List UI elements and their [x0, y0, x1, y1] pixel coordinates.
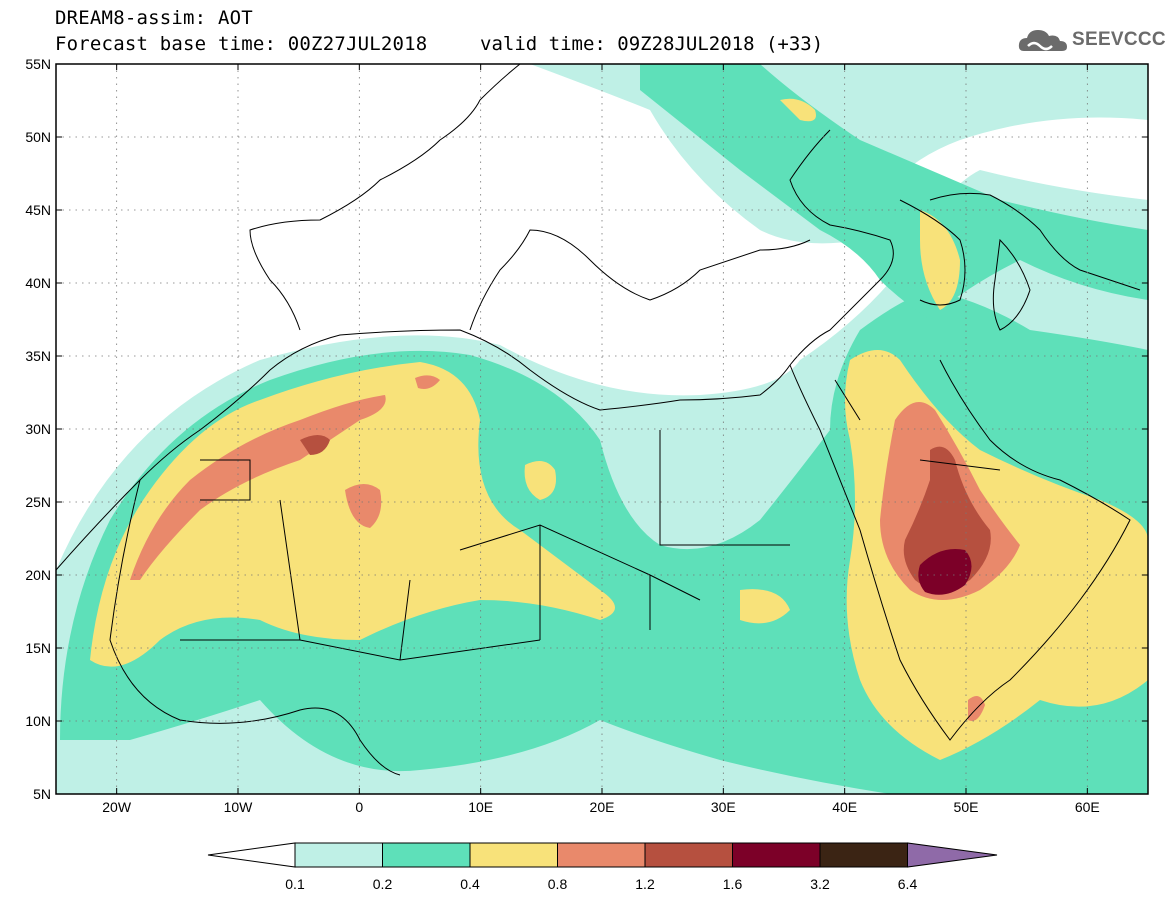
lat-label: 25N — [25, 494, 51, 510]
coastlines — [56, 64, 1141, 776]
colorbar-label: 3.2 — [810, 876, 830, 892]
lat-label: 30N — [25, 421, 51, 437]
lon-label: 20W — [102, 799, 132, 815]
colorbar-swatch — [557, 842, 646, 868]
aot-field — [56, 64, 1148, 794]
lon-label: 0 — [355, 799, 363, 815]
colorbar-min-arrow — [207, 842, 296, 868]
lat-label: 20N — [25, 567, 51, 583]
valid-time: valid time: 09Z28JUL2018 (+33) — [480, 33, 824, 55]
longitude-labels: 20W 10W 0 10E 20E 30E 40E 50E 60E — [102, 799, 1100, 815]
map-title: DREAM8-assim: AOT — [55, 7, 253, 29]
colorbar-swatch — [819, 842, 908, 868]
lat-label: 40N — [25, 275, 51, 291]
lat-label: 5N — [33, 786, 51, 802]
lat-label: 15N — [25, 640, 51, 656]
colorbar-max-arrow — [907, 842, 998, 868]
lon-label: 10E — [468, 799, 493, 815]
colorbar — [207, 842, 998, 868]
colorbar-label: 1.6 — [723, 876, 743, 892]
lat-label: 35N — [25, 348, 51, 364]
aot-level-6 — [918, 549, 972, 595]
lat-label: 50N — [25, 129, 51, 145]
colorbar-label: 0.2 — [373, 876, 393, 892]
colorbar-label: 0.8 — [548, 876, 568, 892]
lon-label: 40E — [832, 799, 857, 815]
logo-text: SEEVCCC — [1072, 29, 1165, 50]
lon-label: 60E — [1075, 799, 1100, 815]
colorbar-swatch — [382, 842, 471, 868]
colorbar-label: 6.4 — [898, 876, 918, 892]
colorbar-swatch — [469, 842, 558, 868]
aot-level-5 — [300, 435, 991, 590]
lon-label: 10W — [224, 799, 254, 815]
colorbar-swatch — [732, 842, 821, 868]
map-frame — [55, 63, 1149, 795]
lat-label: 10N — [25, 713, 51, 729]
colorbar-label: 1.2 — [635, 876, 655, 892]
lon-label: 50E — [954, 799, 979, 815]
colorbar-swatch — [294, 842, 383, 868]
forecast-base-time: Forecast base time: 00Z27JUL2018 — [55, 33, 428, 55]
colorbar-labels: 0.1 0.2 0.4 0.8 1.2 1.6 3.2 6.4 — [285, 876, 917, 892]
colorbar-swatch — [644, 842, 733, 868]
lat-label: 55N — [25, 56, 51, 72]
latitude-labels: 55N 50N 45N 40N 35N 30N 25N 20N 15N 10N 5N — [25, 56, 51, 802]
cloud-icon — [1018, 30, 1067, 51]
lat-label: 45N — [25, 202, 51, 218]
colorbar-label: 0.4 — [460, 876, 480, 892]
lon-label: 30E — [711, 799, 736, 815]
colorbar-label: 0.1 — [285, 876, 305, 892]
seevccc-logo: SEEVCCC — [1018, 26, 1165, 56]
lon-label: 20E — [590, 799, 615, 815]
